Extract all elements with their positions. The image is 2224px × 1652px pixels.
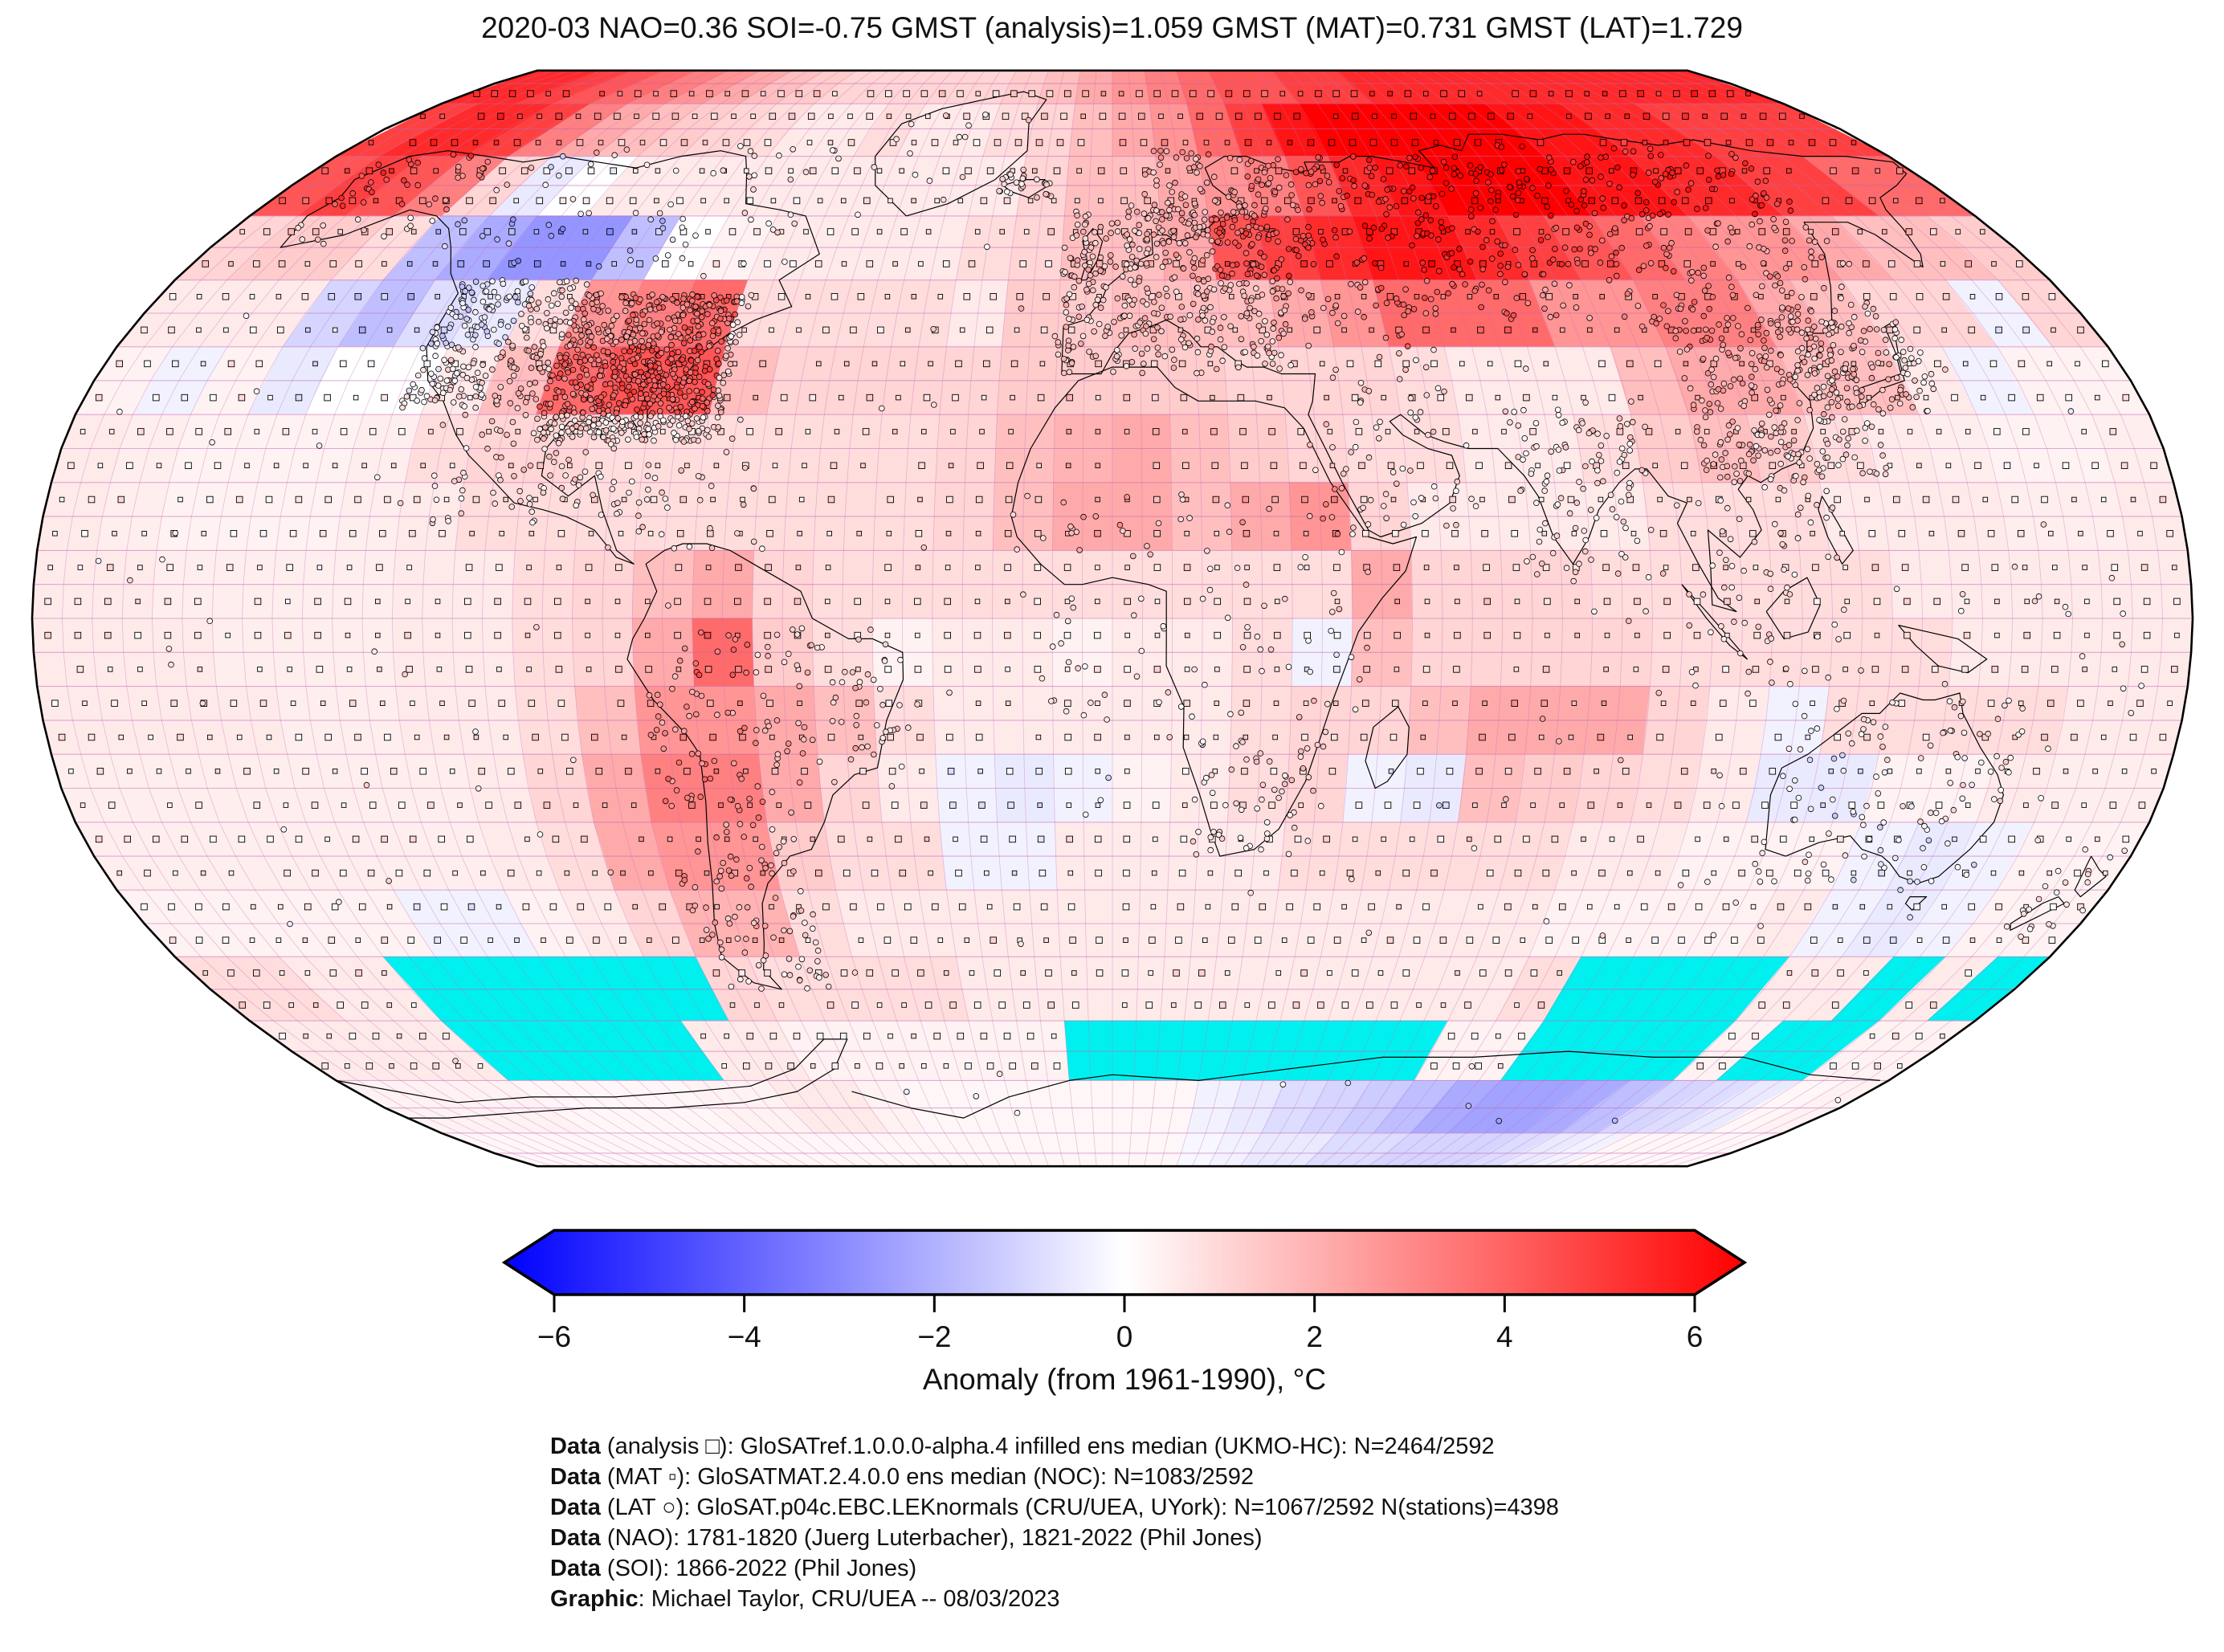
credit-line-text: (SOI): 1866-2022 (Phil Jones)	[600, 1556, 917, 1581]
world-map	[31, 69, 2194, 1168]
colorbar: −6 −4 −2 0 2 4 6 Anomaly (from 1961-1990), °C	[501, 1229, 1748, 1396]
coastlines	[280, 91, 2107, 1119]
colorbar-tick-label: 2	[1306, 1320, 1323, 1353]
credit-line-text: (LAT ○): GloSAT.p04c.EBC.LEKnormals (CRU…	[600, 1495, 1559, 1520]
credit-line-text: (NAO): 1781-1820 (Juerg Luterbacher), 18…	[600, 1525, 1263, 1551]
credit-line-label: Data	[550, 1556, 601, 1581]
credit-line: Data (SOI): 1866-2022 (Phil Jones)	[550, 1553, 1559, 1584]
graticule	[31, 70, 2193, 1167]
credit-line: Data (analysis □): GloSATref.1.0.0.0-alp…	[550, 1431, 1559, 1462]
station-circle-markers	[95, 112, 2144, 1124]
credit-line: Data (NAO): 1781-1820 (Juerg Luterbacher…	[550, 1523, 1559, 1553]
credits: Data (analysis □): GloSATref.1.0.0.0-alp…	[550, 1431, 1559, 1614]
credit-line-label: Data	[550, 1495, 601, 1520]
colorbar-tick-label: 4	[1496, 1320, 1513, 1353]
credit-line-text: (analysis □): GloSATref.1.0.0.0-alpha.4 …	[600, 1434, 1495, 1459]
colorbar-tick-label: 6	[1687, 1320, 1704, 1353]
credit-line-label: Data	[550, 1464, 601, 1490]
credit-line-label: Graphic	[550, 1586, 639, 1612]
credit-line-text: (MAT ▫): GloSATMAT.2.4.0.0 ens median (N…	[600, 1464, 1255, 1490]
credit-line-label: Data	[550, 1525, 601, 1551]
colorbar-tick-label: −4	[728, 1320, 761, 1353]
credit-line: Data (LAT ○): GloSAT.p04c.EBC.LEKnormals…	[550, 1492, 1559, 1523]
credit-line: Graphic: Michael Taylor, CRU/UEA -- 08/0…	[550, 1584, 1559, 1614]
colorbar-tick-label: −6	[537, 1320, 571, 1353]
credit-line: Data (MAT ▫): GloSATMAT.2.4.0.0 ens medi…	[550, 1462, 1559, 1492]
credit-line-text: : Michael Taylor, CRU/UEA -- 08/03/2023	[638, 1586, 1060, 1612]
colorbar-tick-label: 0	[1116, 1320, 1133, 1353]
colorbar-gradient-bar	[501, 1229, 1748, 1296]
map-boundary	[31, 69, 2194, 1168]
colorbar-axis-label: Anomaly (from 1961-1990), °C	[923, 1363, 1326, 1396]
chart-title: 2020-03 NAO=0.36 SOI=-0.75 GMST (analysi…	[481, 11, 1743, 44]
credit-line-label: Data	[550, 1434, 601, 1459]
colorbar-tick-label: −2	[917, 1320, 951, 1353]
